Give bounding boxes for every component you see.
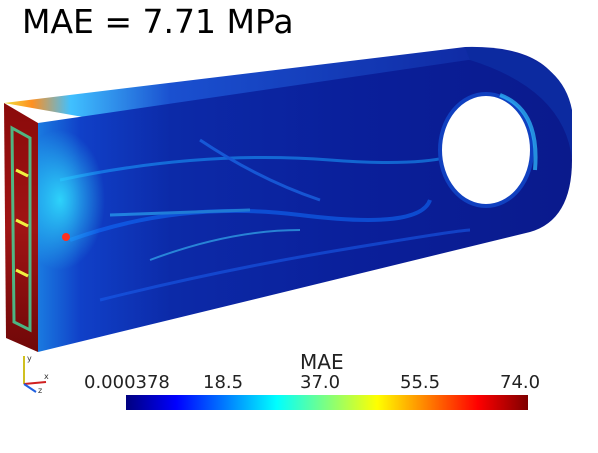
peak-spot	[62, 233, 70, 241]
bar-top-face	[4, 46, 560, 120]
colorbar	[126, 395, 528, 410]
axis-y-label: y	[27, 354, 32, 363]
clevis-edge	[465, 47, 572, 160]
colorbar-title: MAE	[300, 350, 344, 374]
colorbar-tick-1: 18.5	[203, 372, 244, 393]
axes-triad: y x z	[23, 354, 49, 394]
through-hole	[438, 92, 534, 208]
figure-title: MAE = 7.71 MPa	[22, 2, 294, 41]
colorbar-tick-4: 74.0	[500, 372, 541, 393]
axis-x-label: x	[44, 372, 49, 381]
bar-front-face	[38, 60, 572, 352]
end-face-pattern	[10, 125, 32, 333]
bar-end-face	[4, 103, 38, 352]
axis-z-label: z	[38, 386, 42, 394]
colorbar-tick-3: 55.5	[400, 372, 441, 393]
colorbar-tick-2: 37.0	[300, 372, 341, 393]
colorbar-tick-0: 0.000378	[84, 372, 170, 393]
